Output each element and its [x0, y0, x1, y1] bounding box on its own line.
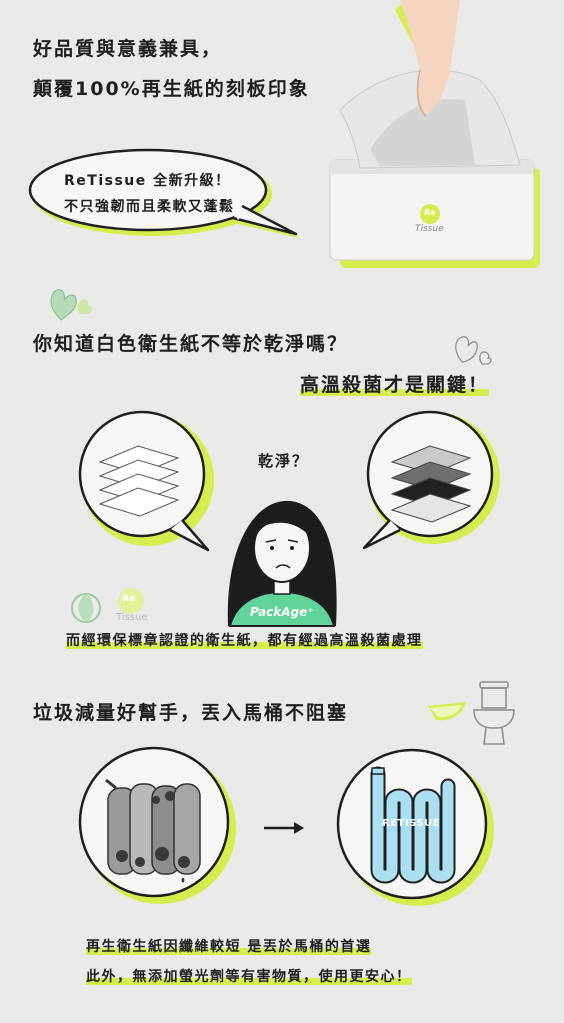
- pipe-label: RETISSUE: [382, 818, 440, 829]
- eco-label-icon: [71, 593, 101, 623]
- clean-tissue-bubble: [78, 410, 214, 552]
- box-logo-text: Tissue: [415, 224, 444, 234]
- question-headline: 你知道白色衛生紙不等於乾淨嗎？: [33, 333, 349, 355]
- clear-pipe-circle: [336, 748, 494, 906]
- answer-headline: 高溫殺菌才是關鍵！: [300, 370, 490, 397]
- heart-outline-icon: [455, 336, 492, 365]
- answer-text: 高溫殺菌才是關鍵！: [300, 374, 490, 396]
- speech-bubble-1: [28, 148, 300, 238]
- headline-line-1: 好品質與意義兼具，: [33, 38, 223, 60]
- heart-leaves-icon: [50, 289, 93, 321]
- tissue-box-illustration: [329, 0, 540, 268]
- headline-line-2: 顛覆100%再生紙的刻板印象: [33, 78, 310, 100]
- caption-3-line-2-text: 此外，無添加螢光劑等有害物質，使用更安心！: [86, 969, 412, 985]
- caption-3-line-1-text: 再生衛生紙因纖維較短 是丟於馬桶的首選: [86, 939, 372, 955]
- section3-headline: 垃圾減量好幫手，丟入馬桶不阻塞: [33, 702, 349, 724]
- toilet-icon: [473, 681, 515, 745]
- arrow-right-icon: [264, 822, 304, 834]
- retissue-logo-mark: Re: [122, 594, 136, 604]
- caption-3-line-2: 此外，無添加螢光劑等有害物質，使用更安心！: [86, 966, 412, 986]
- caption-2-text: 而經環保標章認證的衛生紙，都有經過高溫殺菌處理: [66, 633, 423, 649]
- caption-3-line-1: 再生衛生紙因纖維較短 是丟於馬桶的首選: [86, 936, 372, 956]
- box-logo-mark: Re: [424, 208, 436, 217]
- thought-label: 乾淨？: [258, 452, 310, 470]
- bubble-line-1: ReTissue 全新升級！: [64, 173, 231, 189]
- shirt-text: PackAge⁺: [250, 605, 314, 619]
- dirty-tissue-bubble: [362, 410, 500, 550]
- retissue-logo-text: Tissue: [116, 612, 148, 623]
- tissue-sheet-icon: [428, 702, 466, 721]
- retissue-logo-icon: [118, 588, 144, 614]
- bubble-line-2: 不只強韌而且柔軟又蓬鬆: [64, 199, 235, 215]
- clogged-pipe-circle: [78, 746, 236, 904]
- caption-2: 而經環保標章認證的衛生紙，都有經過高溫殺菌處理: [66, 630, 423, 650]
- person-illustration: [227, 500, 337, 627]
